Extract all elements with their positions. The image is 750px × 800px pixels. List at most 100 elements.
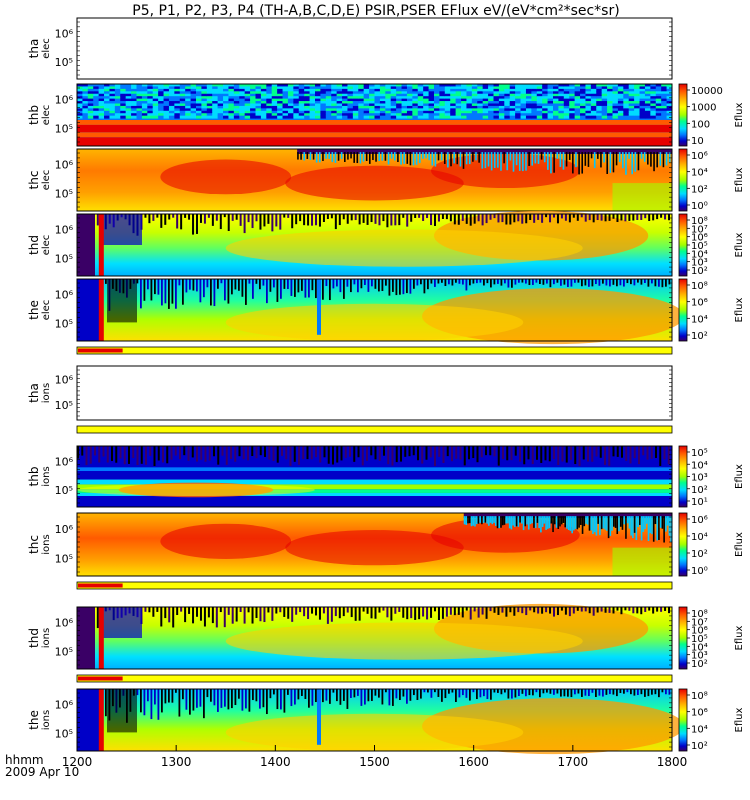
colorbar-scale [678, 606, 688, 670]
colorbar-tick-label: 10⁵ [691, 634, 708, 645]
colorbar-label: Eflux [734, 167, 745, 192]
status-bar-thd-ions [76, 674, 673, 683]
status-bar-fill [76, 346, 673, 355]
x-tick-label: 1200 [62, 755, 93, 769]
colorbar-tick-label: 10² [691, 549, 708, 560]
y-tick-label: 10⁵ [55, 253, 73, 266]
species-label: elec [41, 105, 52, 126]
x-tick-label: 1600 [458, 755, 489, 769]
panel-frame [76, 445, 673, 508]
colorbar-tick-label: 10² [691, 741, 708, 752]
colorbar-tick-label: 10⁴ [691, 460, 708, 471]
colorbar-tick-label: 10³ [691, 258, 708, 269]
colorbar-the-elec: 10⁸ 10⁶ 10⁴ 10² Eflux [678, 278, 745, 342]
panel-frame [76, 83, 673, 147]
y-tick-label: 10⁵ [55, 123, 73, 136]
colorbar-tick-label: 10³ [691, 651, 708, 662]
y-tick-label: 10⁶ [55, 289, 74, 302]
colorbar-tick-label: 10⁴ [691, 724, 708, 735]
panel-frame [76, 278, 673, 342]
status-bar-flag [78, 676, 123, 681]
x-tick-label: 1400 [260, 755, 291, 769]
probe-label: the [27, 710, 41, 730]
y-tick-label: 10⁶ [55, 617, 74, 630]
y-tick-label: 10⁵ [55, 552, 73, 565]
colorbar-tick-label: 10⁴ [691, 314, 708, 325]
colorbar-tick-label: 1000 [691, 103, 716, 114]
y-tick-label: 10⁵ [55, 399, 73, 412]
colorbar-the-ions: 10⁸ 10⁶ 10⁴ 10² Eflux [678, 688, 745, 752]
colorbar-scale [678, 688, 688, 752]
colorbar-tick-label: 10⁴ [691, 642, 708, 653]
colorbar-label: Eflux [734, 297, 745, 322]
colorbar-scale [678, 278, 688, 342]
colorbar-scale [678, 512, 688, 577]
x-tick-label: 1700 [558, 755, 589, 769]
colorbar-thb-elec: 10000 1000 100 10 Eflux [678, 83, 745, 147]
colorbar-tick-label: 10000 [691, 86, 723, 97]
colorbar-thc-ions: 10⁶ 10⁴ 10² 10⁰ Eflux [678, 512, 745, 577]
x-tick-label: 1300 [161, 755, 192, 769]
panel-frame [76, 365, 673, 421]
panel-thb-elec: 10⁶ 10⁵ thb elec 10000 1000 100 10 Eflux [27, 83, 745, 147]
x-axis-label-date: 2009 Apr 10 [5, 765, 79, 779]
species-label: ions [41, 383, 52, 403]
colorbar-tick-label: 10⁴ [691, 532, 708, 543]
status-bar-fill [76, 674, 673, 683]
colorbar-scale [678, 148, 688, 212]
status-bar-flag [78, 348, 123, 353]
y-tick-label: 10⁶ [55, 374, 74, 387]
panel-frame [76, 606, 673, 670]
spectrogram-the-elec [77, 279, 684, 345]
colorbar-thc-elec: 10⁶ 10⁴ 10² 10⁰ Eflux [678, 148, 745, 212]
colorbar-tick-label: 10² [691, 184, 708, 195]
y-tick-label: 10⁶ [55, 27, 74, 40]
y-tick-label: 10⁵ [55, 728, 73, 741]
y-tick-label: 10⁶ [55, 94, 74, 107]
colorbar-scale [678, 445, 688, 508]
colorbar-tick-label: 10⁶ [691, 515, 708, 526]
colorbar-tick-label: 10⁸ [691, 691, 708, 702]
y-tick-label: 10⁶ [55, 159, 74, 172]
spectrogram-thd-elec [77, 210, 672, 276]
panel-frame [76, 148, 673, 212]
probe-label: thc [27, 171, 41, 190]
colorbar-label: Eflux [734, 532, 745, 557]
status-bar-fill [76, 581, 673, 590]
probe-label: thb [27, 467, 41, 487]
status-bar-tha-ions [76, 425, 673, 434]
colorbar-tick-label: 10⁶ [691, 233, 708, 244]
spectrogram-thc-elec [77, 149, 672, 211]
status-bar-flag [78, 583, 123, 588]
colorbar-tick-label: 10⁶ [691, 298, 708, 309]
colorbar-tick-label: 10 [691, 136, 704, 147]
figure-title: P5, P1, P2, P3, P4 (TH-A,B,C,D,E) PSIR,P… [132, 3, 619, 19]
colorbar-tick-label: 10² [691, 485, 708, 496]
panel-frame [76, 213, 673, 277]
probe-label: tha [27, 383, 41, 403]
colorbar-label: Eflux [734, 464, 745, 489]
y-tick-label: 10⁵ [55, 188, 73, 201]
panel-frame [76, 17, 673, 80]
colorbar-tick-label: 10¹ [691, 497, 708, 508]
colorbar-tick-label: 10⁷ [691, 224, 708, 235]
y-tick-label: 10⁵ [55, 484, 73, 497]
x-axis-label-time: hhmm [5, 753, 44, 767]
probe-label: thb [27, 105, 41, 125]
colorbar-tick-label: 10⁸ [691, 216, 708, 227]
panel-tha-elec: 10⁶ 10⁵ tha elec [27, 17, 673, 80]
panel-tha-ions: 10⁶ 10⁵ tha ions [27, 365, 673, 434]
colorbar-tick-label: 10² [691, 266, 708, 277]
colorbar-label: Eflux [734, 625, 745, 650]
colorbar-tick-label: 10⁵ [691, 241, 708, 252]
probe-label: the [27, 300, 41, 320]
colorbar-tick-label: 10³ [691, 473, 708, 484]
